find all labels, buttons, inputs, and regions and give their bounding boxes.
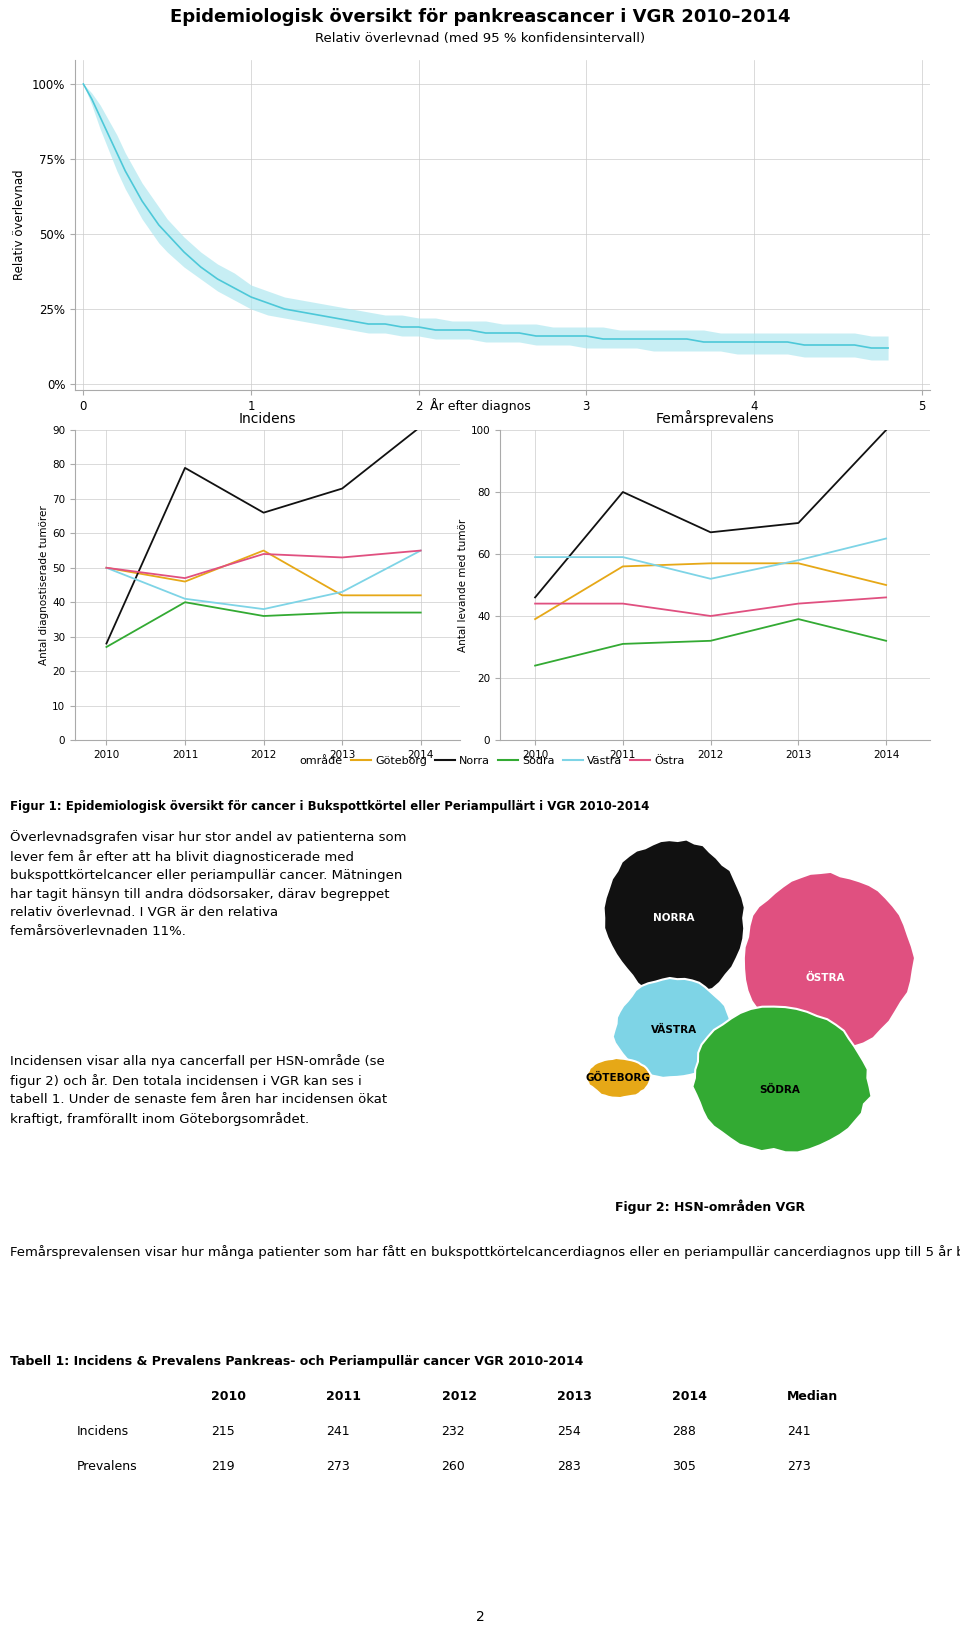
- Polygon shape: [604, 840, 745, 998]
- Text: 273: 273: [787, 1459, 811, 1473]
- Polygon shape: [692, 1007, 872, 1153]
- Text: Epidemiologisk översikt för pankreascancer i VGR 2010–2014: Epidemiologisk översikt för pankreascanc…: [170, 8, 790, 26]
- Text: GÖTEBORG: GÖTEBORG: [586, 1073, 651, 1083]
- Text: 305: 305: [672, 1459, 696, 1473]
- Text: Figur 2: HSN-områden VGR: Figur 2: HSN-områden VGR: [615, 1199, 805, 1214]
- Title: Femårsprevalens: Femårsprevalens: [656, 410, 775, 426]
- Polygon shape: [744, 871, 915, 1050]
- Text: 2012: 2012: [442, 1391, 476, 1404]
- Text: Figur 1: Epidemiologisk översikt för cancer i Bukspottkörtel eller Periampullärt: Figur 1: Epidemiologisk översikt för can…: [10, 799, 649, 812]
- Text: Femårsprevalensen visar hur många patienter som har fått en bukspottkörtelcancer: Femårsprevalensen visar hur många patien…: [10, 1245, 960, 1260]
- Text: Relativ överlevnad (med 95 % konfidensintervall): Relativ överlevnad (med 95 % konfidensin…: [315, 33, 645, 44]
- Text: 260: 260: [442, 1459, 466, 1473]
- Text: 2013: 2013: [557, 1391, 591, 1404]
- Text: År efter diagnos: År efter diagnos: [430, 398, 530, 413]
- Text: NORRA: NORRA: [653, 912, 694, 922]
- Y-axis label: Relativ överlevnad: Relativ överlevnad: [13, 170, 26, 280]
- Y-axis label: Antal diagnostiserade tumörer: Antal diagnostiserade tumörer: [39, 505, 49, 665]
- Polygon shape: [612, 978, 731, 1078]
- Y-axis label: Antal levande med tumör: Antal levande med tumör: [458, 518, 468, 652]
- Text: 2: 2: [475, 1610, 485, 1623]
- Legend: område, Göteborg, Norra, Södra, Västra, Östra: område, Göteborg, Norra, Södra, Västra, …: [276, 757, 684, 767]
- Text: 2014: 2014: [672, 1391, 707, 1404]
- Text: 288: 288: [672, 1425, 696, 1438]
- Text: Incidens: Incidens: [77, 1425, 129, 1438]
- Text: VÄSTRA: VÄSTRA: [651, 1025, 697, 1035]
- Text: 283: 283: [557, 1459, 581, 1473]
- Polygon shape: [587, 1058, 652, 1097]
- Text: 273: 273: [326, 1459, 350, 1473]
- Text: Prevalens: Prevalens: [77, 1459, 137, 1473]
- Text: Incidensen visar alla nya cancerfall per HSN-område (se
figur 2) och år. Den tot: Incidensen visar alla nya cancerfall per…: [10, 1053, 387, 1127]
- Text: 2011: 2011: [326, 1391, 361, 1404]
- Text: ÖSTRA: ÖSTRA: [805, 973, 846, 983]
- Text: 241: 241: [326, 1425, 350, 1438]
- Text: Tabell 1: Incidens & Prevalens Pankreas- och Periampullär cancer VGR 2010-2014: Tabell 1: Incidens & Prevalens Pankreas-…: [10, 1355, 583, 1368]
- Text: 254: 254: [557, 1425, 581, 1438]
- Text: 2010: 2010: [211, 1391, 246, 1404]
- Text: 241: 241: [787, 1425, 811, 1438]
- Text: Median: Median: [787, 1391, 838, 1404]
- Text: 232: 232: [442, 1425, 466, 1438]
- Text: SÖDRA: SÖDRA: [759, 1084, 800, 1096]
- Text: Överlevnadsgrafen visar hur stor andel av patienterna som
lever fem år efter att: Överlevnadsgrafen visar hur stor andel a…: [10, 830, 406, 939]
- Text: 219: 219: [211, 1459, 235, 1473]
- Text: 215: 215: [211, 1425, 235, 1438]
- Title: Incidens: Incidens: [239, 413, 297, 426]
